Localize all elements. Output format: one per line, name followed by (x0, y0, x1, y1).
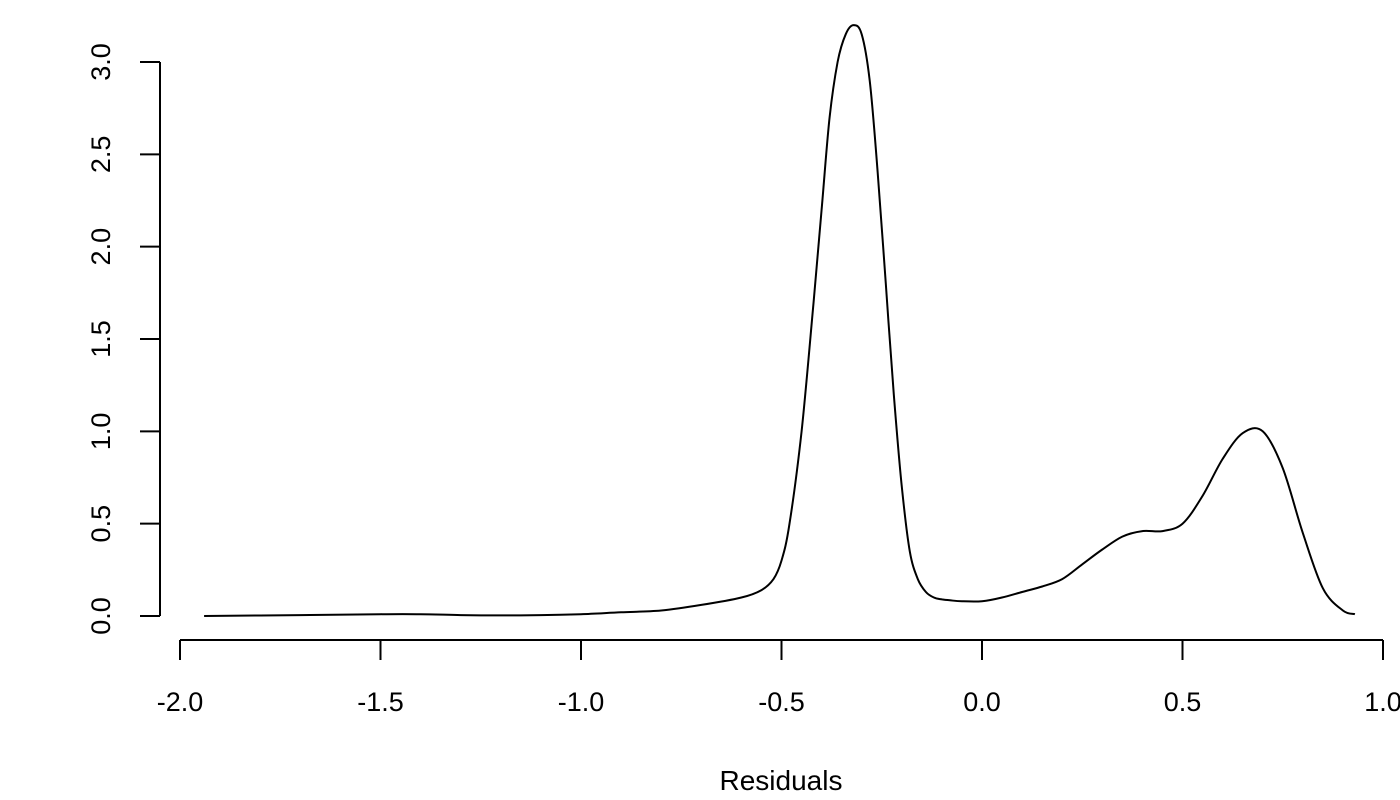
plot-area (204, 24, 1356, 617)
y-tick-label: 3.0 (86, 43, 116, 81)
x-axis-title: Residuals (720, 765, 843, 796)
x-tick-label: 0.0 (963, 687, 1001, 717)
x-tick-label: -1.5 (357, 687, 404, 717)
y-tick-label: 2.0 (86, 228, 116, 266)
y-tick-label: 1.5 (86, 320, 116, 358)
x-tick-label: -0.5 (758, 687, 805, 717)
x-tick-label: 1.0 (1364, 687, 1400, 717)
y-tick-label: 1.0 (86, 413, 116, 451)
x-tick-label: 0.5 (1164, 687, 1202, 717)
y-tick-label: 0.5 (86, 505, 116, 543)
y-tick-label: 2.5 (86, 136, 116, 174)
x-tick-label: -2.0 (157, 687, 204, 717)
y-tick-label: 0.0 (86, 597, 116, 635)
density-line (204, 24, 1356, 617)
y-axis: 0.0 0.5 1.0 1.5 2.0 2.5 3.0 (86, 43, 161, 635)
x-tick-label: -1.0 (558, 687, 605, 717)
x-axis: -2.0 -1.5 -1.0 -0.5 0.0 0.5 1.0 (157, 639, 1400, 717)
